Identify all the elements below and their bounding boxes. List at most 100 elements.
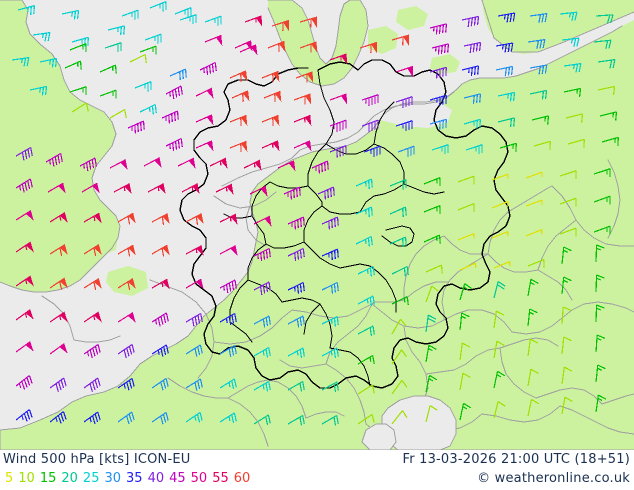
- wind-barb: [525, 229, 543, 237]
- wind-barb: [219, 245, 238, 257]
- wind-barb: [219, 279, 237, 293]
- wind-barb: [199, 62, 217, 76]
- wind-barb: [204, 15, 222, 26]
- wind-barb: [389, 236, 407, 247]
- wind-barb: [49, 212, 68, 223]
- state-border: [377, 271, 397, 313]
- wind-barb: [391, 318, 407, 335]
- wind-barb: [117, 244, 136, 257]
- wind-barb: [461, 65, 480, 76]
- wind-barb: [355, 206, 373, 217]
- border-line: [279, 359, 327, 369]
- wind-barb: [15, 375, 33, 390]
- state-border: [373, 101, 395, 145]
- wind-barb: [195, 87, 214, 99]
- wind-barb: [527, 338, 539, 357]
- wind-barb: [47, 182, 66, 194]
- wind-barb: [107, 25, 126, 36]
- island-north: [396, 6, 428, 30]
- wind-barb: [423, 205, 441, 215]
- wind-barb: [261, 140, 280, 152]
- wind-barb: [391, 349, 408, 365]
- wind-barb: [565, 113, 584, 123]
- border-line: [277, 381, 307, 419]
- wind-barb: [209, 157, 228, 169]
- wind-barb: [113, 183, 132, 195]
- state-border: [307, 185, 323, 207]
- state-border: [381, 225, 415, 247]
- border-line: [227, 397, 269, 447]
- wind-barb: [559, 227, 577, 237]
- wind-barb: [491, 201, 509, 209]
- border-line: [167, 377, 229, 399]
- wind-barb: [243, 159, 262, 171]
- wind-barb: [527, 39, 546, 49]
- wind-barb: [559, 170, 577, 180]
- legend-item-40: 40: [147, 471, 165, 486]
- wind-barb: [165, 85, 183, 99]
- wind-barb: [425, 344, 437, 363]
- border-line: [535, 387, 603, 405]
- wind-barb: [595, 364, 606, 383]
- wind-barb: [363, 145, 381, 157]
- wind-barb: [109, 108, 127, 119]
- wind-barb: [287, 315, 305, 328]
- border-line: [499, 347, 537, 399]
- wind-barb: [49, 311, 68, 323]
- wind-barb: [117, 212, 136, 225]
- germany-national-border: [179, 59, 511, 389]
- wind-barb: [151, 278, 170, 290]
- wind-barb: [287, 347, 305, 358]
- wind-barb: [185, 245, 204, 257]
- wind-barb: [244, 15, 263, 27]
- germany-borders: [179, 59, 511, 389]
- wind-barb: [493, 340, 505, 359]
- wind-barb: [493, 281, 506, 299]
- wind-barb: [239, 44, 258, 56]
- wind-barb: [61, 9, 80, 20]
- wind-barb: [185, 213, 204, 226]
- wind-barb: [321, 282, 339, 294]
- wind-barb: [527, 368, 539, 387]
- wind-barb: [529, 13, 548, 23]
- wind-barb: [129, 54, 147, 64]
- border-line: [551, 185, 634, 247]
- wind-barb: [391, 296, 409, 306]
- wind-barb: [64, 60, 82, 70]
- wind-barb: [185, 278, 204, 290]
- wind-barb: [295, 71, 314, 83]
- border-line: [149, 279, 215, 379]
- wind-barb: [219, 344, 237, 358]
- wind-barb: [293, 140, 312, 152]
- wind-barb: [357, 354, 375, 365]
- wind-barb: [425, 374, 438, 393]
- wind-barb: [83, 311, 102, 323]
- wind-barb: [391, 266, 409, 277]
- border-line: [559, 405, 634, 435]
- island: [106, 266, 148, 296]
- wind-barb: [499, 142, 517, 152]
- wind-barb: [459, 312, 470, 331]
- wind-barb: [109, 159, 128, 171]
- map-canvas[interactable]: [0, 0, 634, 450]
- wind-barb: [49, 411, 67, 424]
- legend-item-55: 55: [212, 471, 229, 486]
- wind-barb: [185, 411, 203, 423]
- wind-speed-legend: 5 10 15 20 25 30 35 40 45 50 55 60: [5, 471, 255, 486]
- wind-barb: [425, 285, 439, 303]
- wind-barb: [559, 11, 578, 21]
- wind-barb: [287, 282, 305, 294]
- state-border: [265, 241, 305, 249]
- wind-barb: [299, 16, 317, 28]
- island: [10, 192, 46, 222]
- state-border: [247, 243, 267, 281]
- wind-barb: [357, 413, 375, 425]
- wind-barb: [204, 34, 223, 46]
- wind-barb: [595, 244, 605, 263]
- border-line: [213, 309, 293, 345]
- wind-barb: [45, 152, 63, 167]
- wind-barb: [321, 414, 339, 426]
- wind-barb: [104, 42, 122, 53]
- border-line: [499, 337, 559, 349]
